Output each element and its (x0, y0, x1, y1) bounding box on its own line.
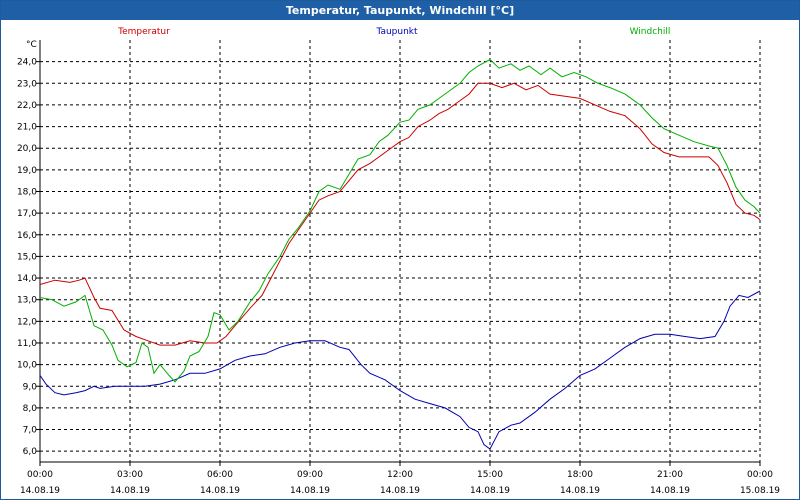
x-tick-date: 14.08.19 (290, 486, 330, 496)
x-tick-time: 15:00 (477, 470, 503, 480)
legend-entry: Windchill (630, 27, 671, 37)
x-tick-time: 21:00 (657, 470, 683, 480)
x-tick-date: 14.08.19 (380, 486, 420, 496)
y-tick-label: 20,0 (17, 144, 37, 154)
series-line-temperatur (39, 82, 761, 346)
y-unit-label: °C (26, 40, 37, 50)
x-tick-time: 06:00 (207, 470, 233, 480)
y-tick-label: 9,0 (23, 382, 38, 392)
series-lines (39, 58, 761, 450)
series-line-windchill (39, 58, 761, 383)
y-tick-label: 17,0 (17, 209, 37, 219)
y-tick-label: 21,0 (17, 123, 37, 133)
legend: Temperatur Taupunkt Windchill (117, 27, 670, 37)
y-tick-label: 18,0 (17, 187, 37, 197)
y-tick-label: 13,0 (17, 296, 37, 306)
x-tick-date: 14.08.19 (110, 486, 150, 496)
legend-entry: Taupunkt (375, 27, 418, 37)
y-tick-label: 22,0 (17, 101, 37, 111)
y-tick-label: 23,0 (17, 79, 37, 89)
y-tick-label: 14,0 (17, 274, 37, 284)
x-tick-date: 14.08.19 (650, 486, 690, 496)
series-line-taupunkt (39, 290, 761, 450)
window-title: Temperatur, Taupunkt, Windchill [°C] (1, 1, 799, 20)
x-tick-time: 00:00 (747, 470, 773, 480)
grid-lines (36, 40, 761, 466)
y-tick-label: 16,0 (17, 231, 37, 241)
x-tick-date: 15.08.19 (740, 486, 780, 496)
x-tick-time: 18:00 (567, 470, 593, 480)
legend-entry: Temperatur (117, 27, 170, 37)
x-tick-time: 12:00 (387, 470, 413, 480)
y-tick-label: 7,0 (23, 426, 38, 436)
y-tick-label: 11,0 (17, 339, 37, 349)
y-tick-label: 24,0 (17, 58, 37, 68)
y-tick-labels: 6,0 7,0 8,0 9,0 10,0 11,0 12,0 13,0 14,0 15,0 16,0… (17, 58, 37, 458)
y-tick-label: 12,0 (17, 317, 37, 327)
y-tick-label: 6,0 (23, 447, 38, 457)
x-tick-date: 14.08.19 (200, 486, 240, 496)
x-tick-labels: 00:00 14.08.19 03:00 14.08.19 06:00 14.08.19 0… (20, 470, 780, 496)
x-tick-date: 14.08.19 (470, 486, 510, 496)
y-tick-label: 10,0 (17, 361, 37, 371)
x-tick-time: 00:00 (27, 470, 53, 480)
x-tick-date: 14.08.19 (20, 486, 60, 496)
y-tick-label: 15,0 (17, 252, 37, 262)
x-tick-date: 14.08.19 (560, 486, 600, 496)
x-tick-time: 03:00 (117, 470, 143, 480)
x-tick-time: 09:00 (297, 470, 323, 480)
y-tick-label: 19,0 (17, 166, 37, 176)
y-tick-label: 8,0 (23, 404, 38, 414)
